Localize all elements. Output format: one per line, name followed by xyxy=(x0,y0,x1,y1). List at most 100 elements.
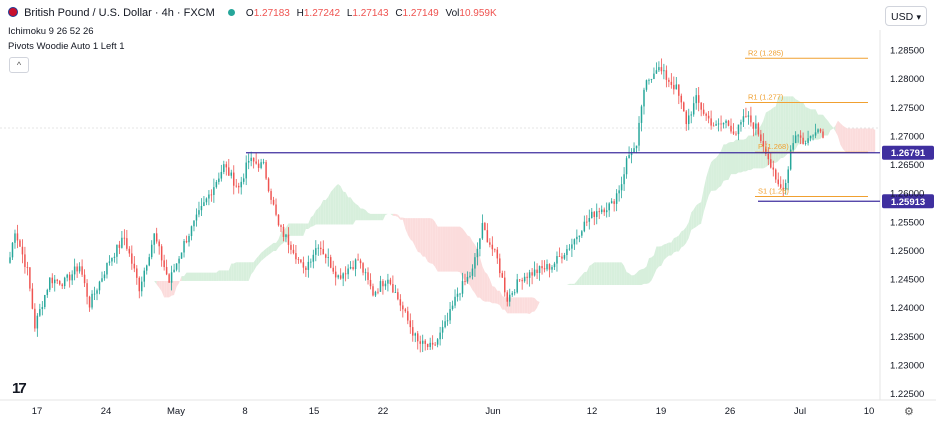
cloud-segment xyxy=(857,128,861,153)
cloud-segment xyxy=(499,290,503,310)
cloud-segment xyxy=(870,128,873,153)
cloud-segment xyxy=(845,127,848,153)
candle-body xyxy=(518,279,521,281)
symbol-header: British Pound / U.S. Dollar · 4h · FXCM … xyxy=(8,7,501,19)
x-tick-label: 15 xyxy=(309,406,320,417)
cloud-segment xyxy=(576,277,580,286)
cloud-segment xyxy=(778,96,781,162)
pivot-label-r2: R2 (1.285) xyxy=(748,48,784,57)
cloud-segment xyxy=(358,205,361,221)
cloud-segment xyxy=(803,102,806,143)
candle-body xyxy=(553,263,556,268)
cloud-segment xyxy=(624,265,627,286)
candle-body xyxy=(193,220,195,227)
cloud-segment xyxy=(405,218,408,235)
candle-body xyxy=(456,293,459,297)
currency-selector[interactable]: USD ▾ xyxy=(885,6,927,26)
candle-body xyxy=(357,259,359,261)
candle-body xyxy=(755,123,757,129)
symbol-title[interactable]: British Pound / U.S. Dollar · 4h · FXCM xyxy=(24,7,215,19)
cloud-segment xyxy=(455,226,458,272)
cloud-segment xyxy=(591,262,595,286)
candle-body xyxy=(608,203,610,211)
cloud-segment xyxy=(783,96,786,158)
candle-body xyxy=(188,236,190,243)
cloud-segment xyxy=(728,142,732,180)
candle-body xyxy=(479,238,481,249)
cloud-segment xyxy=(154,280,157,285)
candle-body xyxy=(807,138,809,144)
candle-body xyxy=(240,181,242,188)
candle-body xyxy=(760,134,762,141)
candle-body xyxy=(668,79,670,82)
cloud-segment xyxy=(611,262,615,286)
candle-body xyxy=(434,344,436,346)
candle-body xyxy=(320,247,322,250)
candle-body xyxy=(61,284,63,287)
cloud-segment xyxy=(512,297,515,314)
cloud-segment xyxy=(415,218,418,252)
cloud-segment xyxy=(542,292,545,298)
candle-body xyxy=(685,111,688,125)
close-value: 1.27149 xyxy=(402,8,439,19)
candle-body xyxy=(789,149,792,170)
candle-body xyxy=(128,248,131,254)
cloud-segment xyxy=(584,271,587,286)
candle-body xyxy=(44,295,46,308)
settings-gear-icon[interactable]: ⚙ xyxy=(904,406,914,418)
candle-body xyxy=(499,258,501,274)
candle-body xyxy=(41,307,44,310)
candle-body xyxy=(344,273,347,275)
candle-body xyxy=(297,259,300,261)
collapse-indicators-button[interactable]: ^ xyxy=(9,57,29,73)
indicator-pivots[interactable]: Pivots Woodie Auto 1 Left 1 xyxy=(8,41,125,52)
candle-body xyxy=(650,78,653,80)
candle-body xyxy=(235,185,237,187)
cloud-segment xyxy=(788,96,791,154)
candle-body xyxy=(163,260,165,268)
candle-body xyxy=(131,253,133,264)
candle-body xyxy=(720,123,722,125)
cloud-segment xyxy=(164,280,167,298)
cloud-segment xyxy=(696,203,699,227)
candle-body xyxy=(81,266,83,275)
cloud-segment xyxy=(353,201,356,225)
cloud-segment xyxy=(253,258,257,272)
cloud-segment xyxy=(184,272,187,281)
horizontal-lines: 1.26791 1.25913 xyxy=(246,145,934,209)
cloud-segment xyxy=(340,186,344,225)
candle-body xyxy=(98,281,101,291)
candle-body xyxy=(155,233,158,242)
candle-body xyxy=(481,223,484,239)
candle-body xyxy=(513,292,516,294)
candle-body xyxy=(31,288,34,309)
candle-body xyxy=(377,291,379,293)
cloud-segment xyxy=(211,272,214,281)
candle-body xyxy=(267,178,270,192)
cloud-segment xyxy=(651,255,654,281)
cloud-segment xyxy=(571,283,575,286)
candle-body xyxy=(523,276,526,282)
y-tick-label: 1.26500 xyxy=(890,160,924,171)
indicator-ichimoku[interactable]: Ichimoku 9 26 52 26 xyxy=(8,26,94,37)
candle-body xyxy=(740,122,742,125)
candle-body xyxy=(658,67,660,71)
x-tick-label: 10 xyxy=(864,406,875,417)
candle-body xyxy=(491,244,494,250)
cloud-segment xyxy=(832,125,836,132)
candle-body xyxy=(16,233,19,241)
cloud-segment xyxy=(619,262,622,286)
candle-body xyxy=(528,272,531,278)
candle-body xyxy=(145,265,148,271)
candle-body xyxy=(799,135,802,138)
cloud-segment xyxy=(487,274,490,302)
candle-body xyxy=(426,343,429,347)
cloud-segment xyxy=(400,217,403,220)
ohlc-readout: O1.27183 H1.27242 L1.27143 C1.27149 Vol1… xyxy=(245,8,497,19)
candle-body xyxy=(441,327,444,333)
cloud-segment xyxy=(855,128,858,153)
candle-body xyxy=(282,226,285,237)
cloud-segment xyxy=(203,272,207,281)
cloud-segment xyxy=(266,246,269,257)
